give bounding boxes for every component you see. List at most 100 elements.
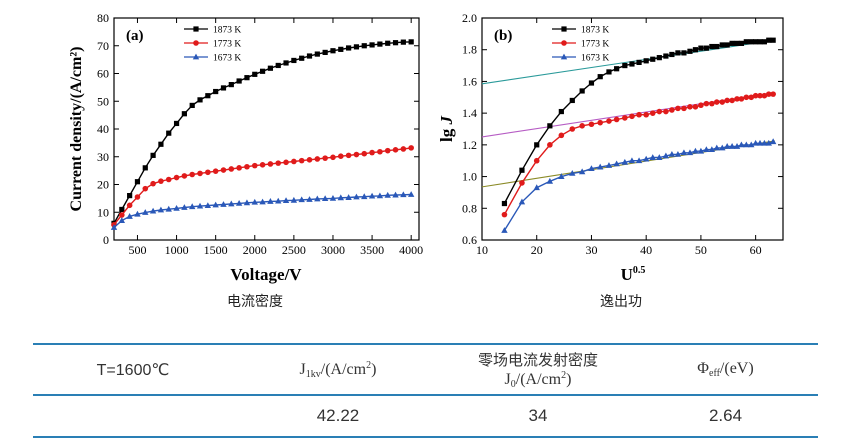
data-point [656, 55, 662, 61]
legend-marker [561, 40, 567, 46]
j0-value: 34 [443, 395, 633, 438]
data-point [166, 130, 172, 136]
phi-sub: eff [709, 368, 720, 379]
data-point [743, 141, 750, 148]
x-tick-label: 500 [128, 243, 146, 257]
y-tick-label: 60 [97, 67, 109, 81]
data-point [134, 194, 141, 200]
legend-marker [193, 26, 199, 32]
data-point [668, 150, 676, 157]
data-point [719, 99, 726, 105]
chart-b-svg: 10 20 30 40 50 60 0.6 0.8 1.0 1.2 1.4 1.6 1.8 2.0 (b) 1… [437, 11, 784, 284]
data-point [723, 143, 731, 149]
legend-marker [192, 53, 200, 60]
phi-header: Φeff/(eV) [633, 343, 818, 396]
y-axis-label-var: J [440, 116, 456, 126]
data-point [142, 165, 148, 171]
data-point [361, 193, 368, 200]
data-point [703, 45, 709, 51]
data-point [220, 201, 227, 207]
data-point [173, 120, 180, 127]
data-point [757, 92, 763, 99]
data-point [205, 93, 211, 99]
fit-line [482, 39, 775, 85]
data-point [322, 49, 328, 56]
data-point [243, 199, 251, 206]
y-tick-label: 1.4 [462, 106, 477, 120]
y-axis-label-prefix: lg [440, 125, 456, 142]
data-point [613, 160, 620, 167]
data-point [165, 176, 172, 183]
data-point [126, 202, 133, 209]
y-tick-label: 50 [97, 94, 109, 108]
data-point [649, 110, 656, 116]
data-point [547, 123, 553, 129]
data-point [663, 108, 669, 115]
data-point [376, 192, 384, 199]
data-point [579, 88, 585, 94]
x-axis-label: Voltage/V [230, 265, 302, 284]
data-point [282, 197, 290, 203]
data-point [158, 141, 164, 147]
data-point [734, 40, 740, 46]
series-line [503, 141, 774, 231]
data-point [345, 152, 352, 159]
x-axis-label-sup: 0.5 [633, 265, 646, 276]
data-point [719, 144, 726, 151]
data-point [259, 198, 266, 205]
data-point [392, 191, 399, 198]
data-point [692, 47, 699, 53]
data-point [636, 111, 642, 118]
data-point [546, 177, 554, 184]
phi-value: 2.64 [633, 395, 818, 438]
data-point [719, 42, 725, 48]
data-point [501, 200, 508, 207]
data-point [753, 39, 759, 45]
data-point [236, 165, 242, 171]
data-point [728, 143, 736, 149]
data-point [330, 48, 336, 54]
work-function-chart: 10 20 30 40 50 60 0.6 0.8 1.0 1.2 1.4 1.6 1.8 2.0 (b) 1… [437, 0, 790, 290]
data-point [663, 53, 669, 59]
data-point [738, 141, 745, 148]
data-point [698, 45, 704, 51]
data-point [275, 197, 282, 204]
data-point [687, 48, 693, 54]
data-point [606, 118, 612, 124]
data-point [622, 62, 628, 69]
data-point [650, 56, 656, 62]
x-tick-label: 10 [476, 243, 488, 257]
data-point [738, 40, 745, 46]
data-point [533, 157, 540, 164]
data-point [173, 204, 180, 211]
data-point [134, 210, 141, 217]
data-point [267, 65, 274, 71]
data-point [299, 55, 305, 61]
caption-current-density: 电流密度 [227, 294, 283, 310]
data-point [134, 179, 141, 185]
data-point [361, 43, 367, 49]
data-point [765, 91, 772, 97]
x-tick-label: 4000 [399, 243, 423, 257]
x-tick-label: 2500 [282, 243, 306, 257]
data-point [212, 168, 219, 174]
data-point [613, 116, 620, 123]
y-tick-label: 1.8 [462, 43, 477, 57]
data-point [189, 102, 195, 109]
data-point [377, 148, 383, 155]
data-point [330, 154, 336, 161]
data-point [251, 162, 258, 169]
data-point [213, 88, 219, 95]
y-tick-label: 20 [97, 178, 109, 192]
data-point [119, 206, 125, 213]
y-tick-label: 0.6 [462, 233, 477, 247]
phi-unit: /(eV) [719, 360, 754, 377]
data-point [267, 161, 274, 167]
data-point [729, 97, 735, 104]
data-point [766, 37, 772, 43]
data-point [605, 162, 613, 168]
data-point [251, 198, 258, 205]
phi-symbol: Φ [697, 360, 709, 377]
data-point [408, 145, 414, 151]
data-point [569, 170, 576, 176]
